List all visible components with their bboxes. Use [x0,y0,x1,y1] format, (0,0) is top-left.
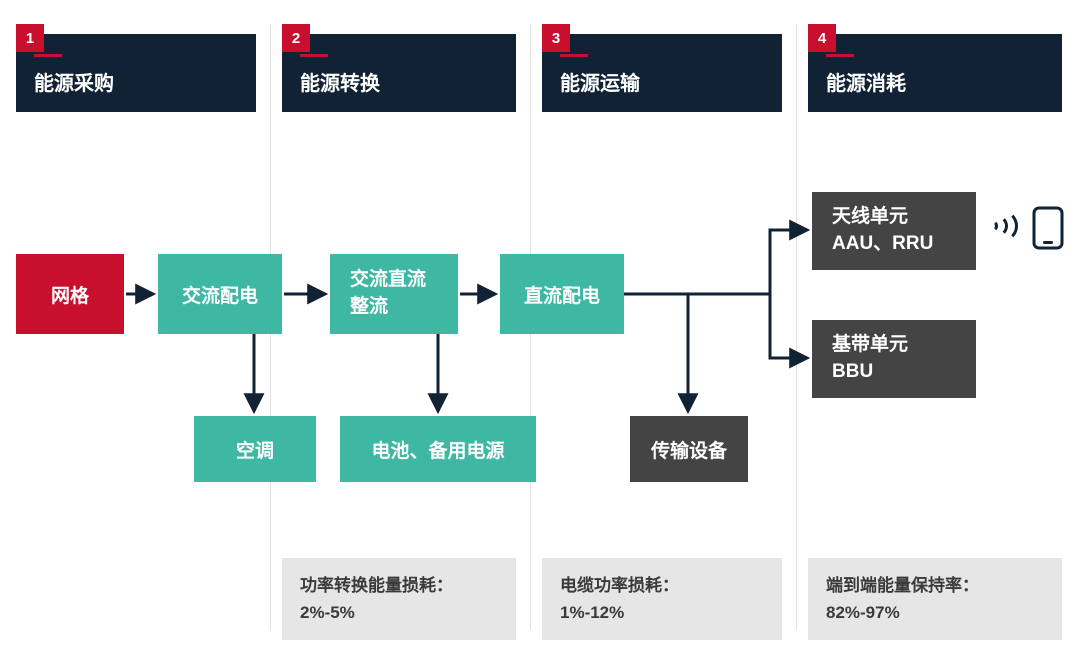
stage-header-4: 4 能源消耗 [808,34,1062,112]
stage-badge: 2 [282,24,310,52]
stat-label: 端到端能量保持率： [826,572,1044,599]
node-battery: 电池、备用电源 [340,416,536,482]
node-dc-dist: 直流配电 [500,254,624,334]
stage-underline [300,54,328,57]
stage-underline [34,54,62,57]
node-transport: 传输设备 [630,416,748,482]
node-label: 天线单元 AAU、RRU [832,204,933,257]
stage-badge: 1 [16,24,44,52]
stage-underline [826,54,854,57]
stage-underline [560,54,588,57]
node-grid: 网格 [16,254,124,334]
stat-retention: 端到端能量保持率： 82%-97% [808,558,1062,640]
node-label: 基带单元 BBU [832,332,908,385]
node-label: 交流直流 整流 [350,267,426,320]
stat-value: 82%-97% [826,599,1044,626]
stat-value: 2%-5% [300,599,498,626]
stage-title: 能源转换 [300,67,498,96]
stat-label: 功率转换能量损耗： [300,572,498,599]
signal-icon [986,206,1020,246]
node-ac-dist: 交流配电 [158,254,282,334]
stat-label: 电缆功率损耗： [560,572,764,599]
stage-badge: 4 [808,24,836,52]
stage-header-3: 3 能源运输 [542,34,782,112]
stat-cable-loss: 电缆功率损耗： 1%-12% [542,558,782,640]
node-baseband: 基带单元 BBU [812,320,976,398]
node-hvac: 空调 [194,416,316,482]
phone-icon [1032,206,1064,255]
stage-badge: 3 [542,24,570,52]
stage-title: 能源消耗 [826,67,1044,96]
col-divider [796,24,797,630]
node-antenna: 天线单元 AAU、RRU [812,192,976,270]
node-rectifier: 交流直流 整流 [330,254,458,334]
stat-conversion-loss: 功率转换能量损耗： 2%-5% [282,558,516,640]
flow-diagram: 1 能源采购 2 能源转换 3 能源运输 4 能源消耗 网格 交流配电 交流直流… [0,0,1080,654]
stage-header-2: 2 能源转换 [282,34,516,112]
stage-header-1: 1 能源采购 [16,34,256,112]
stat-value: 1%-12% [560,599,764,626]
stage-title: 能源运输 [560,67,764,96]
stage-title: 能源采购 [34,67,238,96]
